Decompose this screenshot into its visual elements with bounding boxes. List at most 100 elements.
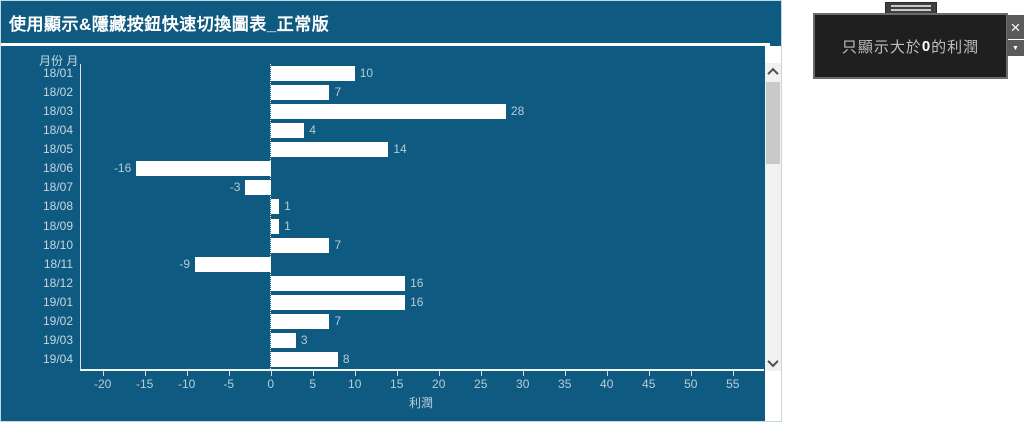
row-header-label: 月份 月 <box>39 54 79 68</box>
tick-mark <box>354 371 356 376</box>
row-label: 18/07 <box>42 180 73 195</box>
tooltip-text-suffix: 的利潤 <box>931 38 980 56</box>
bar-19/01[interactable] <box>270 294 406 310</box>
tick-mark <box>480 371 482 376</box>
caret-down-icon: ▼ <box>1012 44 1019 52</box>
zero-reference-line <box>269 64 271 369</box>
bar-19/04[interactable] <box>270 351 338 367</box>
tick-label: 55 <box>726 377 740 391</box>
bar-19/03[interactable] <box>270 332 296 348</box>
row-label: 18/08 <box>42 199 73 214</box>
bar-18/09[interactable] <box>270 218 280 234</box>
scrollbar-thumb[interactable] <box>766 82 780 164</box>
bar-value-label: 4 <box>309 123 316 138</box>
bar-value-label: 7 <box>334 237 342 252</box>
bar-value-label: 7 <box>334 313 342 328</box>
chart-title: 使用顯示&隱藏按鈕快速切換圖表_正常版 <box>9 15 330 34</box>
row-label: 18/02 <box>42 85 73 100</box>
scroll-down-button[interactable] <box>765 354 781 371</box>
row-label: 18/04 <box>42 123 73 138</box>
row-label: 18/10 <box>42 237 73 252</box>
tick-label: -5 <box>223 377 235 391</box>
tick-label: 45 <box>642 377 656 391</box>
row-label: 18/11 <box>43 256 73 271</box>
bar-19/02[interactable] <box>270 313 330 329</box>
tick-label: 35 <box>558 377 572 391</box>
grip-line <box>891 5 931 7</box>
bar-18/05[interactable] <box>270 142 389 158</box>
chart-body: 月份 月 18/01 10 18/02 7 18/03 28 18/04 4 18/05 14 18… <box>1 46 781 421</box>
row-label: 19/03 <box>42 332 73 347</box>
row-label: 18/09 <box>42 218 73 233</box>
tick-label: -10 <box>178 377 196 391</box>
close-icon: × <box>1010 17 1021 37</box>
tick-mark <box>564 371 566 376</box>
tick-label: 30 <box>516 377 530 391</box>
bar-18/12[interactable] <box>270 275 406 291</box>
tick-mark <box>186 371 188 376</box>
tick-label: 15 <box>390 377 404 391</box>
bar-chart: 月份 月 18/01 10 18/02 7 18/03 28 18/04 4 18/05 14 18… <box>1 46 765 421</box>
tick-label: 50 <box>684 377 698 391</box>
tick-label: 40 <box>600 377 614 391</box>
bar-value-label: 14 <box>393 142 407 157</box>
tick-mark <box>732 371 734 376</box>
bar-value-label: 1 <box>284 218 291 233</box>
dashboard-panel: 使用顯示&隱藏按鈕快速切換圖表_正常版 月份 月 18/01 10 18/02 7 18… <box>0 0 782 422</box>
tooltip-close-button[interactable]: × <box>1007 15 1024 39</box>
scrollbar-column <box>765 46 781 421</box>
bar-18/08[interactable] <box>270 199 280 215</box>
bar-value-label: 8 <box>342 351 350 366</box>
x-axis-title: 利潤 <box>408 396 434 410</box>
row-label: 19/04 <box>42 351 73 366</box>
bar-value-label: 10 <box>359 66 374 80</box>
grip-line <box>891 9 931 11</box>
tick-label: 5 <box>309 377 317 391</box>
bar-value-label: -3 <box>229 180 241 195</box>
bar-18/01[interactable] <box>270 66 355 82</box>
chevron-down-icon <box>767 355 779 367</box>
tick-mark <box>270 371 272 376</box>
bar-18/03[interactable] <box>270 104 506 120</box>
tick-mark <box>396 371 398 376</box>
bar-value-label: 3 <box>300 332 308 347</box>
y-axis-line <box>80 64 81 369</box>
tick-mark <box>606 371 608 376</box>
bar-18/04[interactable] <box>270 123 305 139</box>
bar-value-label: 7 <box>334 85 342 100</box>
bar-18/11[interactable] <box>195 256 271 272</box>
tooltip-text-bold: 0 <box>921 37 932 55</box>
bar-18/10[interactable] <box>270 237 330 253</box>
scroll-up-button[interactable] <box>765 63 781 80</box>
tick-label: -15 <box>136 377 154 391</box>
chevron-up-icon <box>767 67 779 79</box>
bar-value-label: -16 <box>113 161 132 176</box>
bar-value-label: 16 <box>410 275 424 290</box>
row-label: 19/01 <box>42 294 73 309</box>
bar-18/06[interactable] <box>136 161 271 177</box>
tick-mark <box>438 371 440 376</box>
bar-value-label: 1 <box>284 199 291 214</box>
tick-mark <box>522 371 524 376</box>
bar-18/07[interactable] <box>245 180 271 196</box>
tooltip-text-prefix: 只顯示大於 <box>841 38 922 56</box>
bar-value-label: -9 <box>179 256 191 271</box>
tick-mark <box>648 371 650 376</box>
row-label: 18/06 <box>42 161 73 176</box>
vertical-scrollbar[interactable] <box>765 63 781 371</box>
row-label: 18/03 <box>42 104 73 119</box>
tick-label: -20 <box>94 377 112 391</box>
title-separator <box>1 43 770 46</box>
tick-label: 20 <box>432 377 446 391</box>
tick-mark <box>312 371 314 376</box>
tick-label: 0 <box>267 377 275 391</box>
tick-mark <box>690 371 692 376</box>
chart-title-bar: 使用顯示&隱藏按鈕快速切換圖表_正常版 <box>1 1 781 46</box>
tick-mark <box>144 371 146 376</box>
filter-tooltip[interactable]: 只顯示大於 0 的利潤 <box>813 13 1008 79</box>
tooltip-caret-button[interactable]: ▼ <box>1007 40 1024 56</box>
tick-mark <box>102 371 104 376</box>
bar-18/02[interactable] <box>270 85 330 101</box>
tick-mark <box>228 371 230 376</box>
row-label: 18/01 <box>42 66 73 80</box>
